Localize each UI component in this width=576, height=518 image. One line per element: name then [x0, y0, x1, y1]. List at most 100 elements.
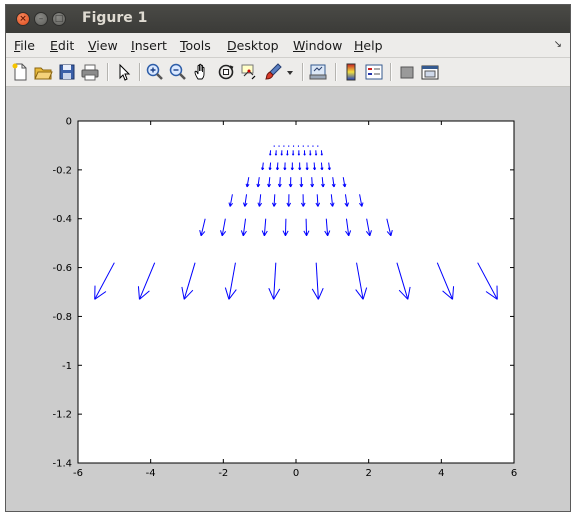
quiver-arrowhead — [261, 230, 265, 237]
save-icon[interactable] — [57, 62, 77, 82]
toolbar-separator — [335, 63, 337, 81]
x-tick-label: 6 — [511, 468, 517, 479]
quiver-arrow — [320, 162, 323, 170]
quiver-arrow — [344, 194, 348, 207]
zoom-in-icon[interactable] — [145, 62, 165, 82]
quiver-arrow — [342, 177, 346, 188]
menu-window[interactable]: Window — [293, 38, 343, 53]
quiver-arrowhead — [221, 230, 227, 237]
y-tick-label: -1 — [62, 361, 72, 372]
quiver-arrowhead — [242, 202, 246, 207]
edit-plot-icon[interactable] — [114, 62, 134, 82]
data-cursor-icon[interactable] — [239, 62, 259, 82]
quiver-arrowhead — [291, 167, 294, 171]
quiver-arrowhead — [345, 230, 350, 237]
quiver-arrowhead — [273, 202, 277, 207]
title-bar[interactable]: × – □ Figure 1 — [6, 5, 570, 33]
menu-tools[interactable]: Tools — [180, 38, 211, 53]
quiver-arrowhead — [300, 183, 304, 188]
print-icon[interactable] — [80, 62, 100, 82]
quiver-arrowhead — [302, 202, 306, 207]
quiver-arrowhead — [386, 231, 392, 237]
show-plot-tools-icon[interactable] — [420, 62, 440, 82]
maximize-icon[interactable]: □ — [52, 12, 66, 26]
figure-toolbar — [6, 58, 570, 87]
quiver-arrowhead — [242, 230, 247, 237]
x-tick-label: -6 — [73, 468, 83, 479]
menu-view[interactable]: View — [88, 38, 118, 53]
figure-canvas[interactable]: -6 -4 -2 0 2 4 6 0 -0.2 -0.4 -0.6 -0.8 -1 -1.2 -1.4 — [6, 87, 571, 512]
rotate-3d-icon[interactable] — [216, 62, 236, 82]
quiver-arrowhead — [344, 183, 347, 188]
quiver-arrowhead — [282, 230, 286, 237]
quiver-arrow — [263, 218, 267, 236]
quiver-arrow — [183, 262, 196, 300]
quiver-arrowhead — [317, 202, 321, 207]
quiver-arrow — [242, 218, 247, 236]
quiver-arrowhead — [268, 288, 275, 300]
quiver-arrowhead — [306, 167, 309, 171]
new-figure-icon[interactable] — [10, 62, 30, 82]
close-icon[interactable]: × — [16, 12, 30, 26]
quiver-arrowhead — [94, 291, 107, 300]
quiver-arrowhead — [281, 153, 283, 156]
x-tick-label: 2 — [365, 468, 371, 479]
minimize-icon[interactable]: – — [34, 12, 48, 26]
quiver-plot[interactable]: -6 -4 -2 0 2 4 6 0 -0.2 -0.4 -0.6 -0.8 -1 -1.2 -1.4 — [6, 87, 571, 512]
quiver-arrowhead — [407, 286, 411, 300]
quiver-arrowhead — [452, 286, 455, 300]
quiver-arrowhead — [276, 167, 280, 171]
quiver-arrow — [269, 162, 272, 170]
brush-icon[interactable] — [263, 62, 283, 82]
menu-file[interactable]: File — [14, 38, 35, 53]
quiver-arrowhead — [246, 184, 250, 188]
quiver-arrowhead — [332, 202, 335, 207]
quiver-arrowhead — [285, 230, 289, 237]
colorbar-icon[interactable] — [341, 62, 361, 82]
zoom-out-icon[interactable] — [168, 62, 188, 82]
link-plot-icon[interactable] — [308, 62, 328, 82]
quiver-arrowhead — [284, 167, 287, 171]
quiver-arrowhead — [333, 183, 336, 188]
quiver-arrowhead — [322, 183, 325, 188]
quiver-arrowhead — [365, 230, 371, 237]
quiver-arrow — [386, 218, 392, 236]
legend-icon[interactable] — [364, 62, 384, 82]
quiver-arrowhead — [355, 289, 364, 300]
menu-edit[interactable]: Edit — [50, 38, 75, 53]
quiver-arrowhead — [346, 202, 350, 207]
axes-box — [77, 120, 515, 464]
y-tick-label: -1.4 — [52, 459, 72, 470]
quiver-arrow — [221, 218, 226, 236]
quiver-arrowhead — [361, 202, 364, 207]
quiver-arrowhead — [269, 153, 272, 156]
quiver-arrow — [359, 194, 363, 207]
dock-arrow-icon[interactable]: ↘ — [553, 39, 562, 50]
quiver-arrowhead — [311, 183, 315, 188]
quiver-arrowhead — [220, 230, 223, 236]
quiver-arrowhead — [258, 202, 263, 207]
quiver-arrowhead — [262, 167, 265, 171]
quiver-arrowhead — [315, 153, 318, 156]
quiver-arrowhead — [240, 230, 244, 236]
x-tick-label: -4 — [146, 468, 156, 479]
menu-insert[interactable]: Insert — [131, 38, 167, 53]
quiver-arrowhead — [344, 202, 348, 207]
toolbar-separator — [139, 63, 141, 81]
quiver-arrow — [258, 194, 262, 207]
open-file-icon[interactable] — [33, 62, 53, 82]
quiver-arrowhead — [288, 202, 292, 207]
hide-plot-tools-icon[interactable] — [397, 62, 417, 82]
quiver-arrowhead — [398, 289, 409, 300]
menu-help[interactable]: Help — [354, 38, 383, 53]
pan-icon[interactable] — [192, 62, 212, 82]
menu-desktop[interactable]: Desktop — [227, 38, 279, 53]
quiver-arrowhead — [390, 230, 393, 236]
quiver-arrow — [311, 177, 313, 187]
quiver-arrowhead — [348, 230, 352, 236]
quiver-arrow — [246, 177, 250, 188]
quiver-arrow — [200, 218, 206, 236]
quiver-arrowhead — [298, 153, 301, 156]
brush-dropdown-icon[interactable] — [285, 62, 295, 82]
x-tick-label: -2 — [218, 468, 228, 479]
